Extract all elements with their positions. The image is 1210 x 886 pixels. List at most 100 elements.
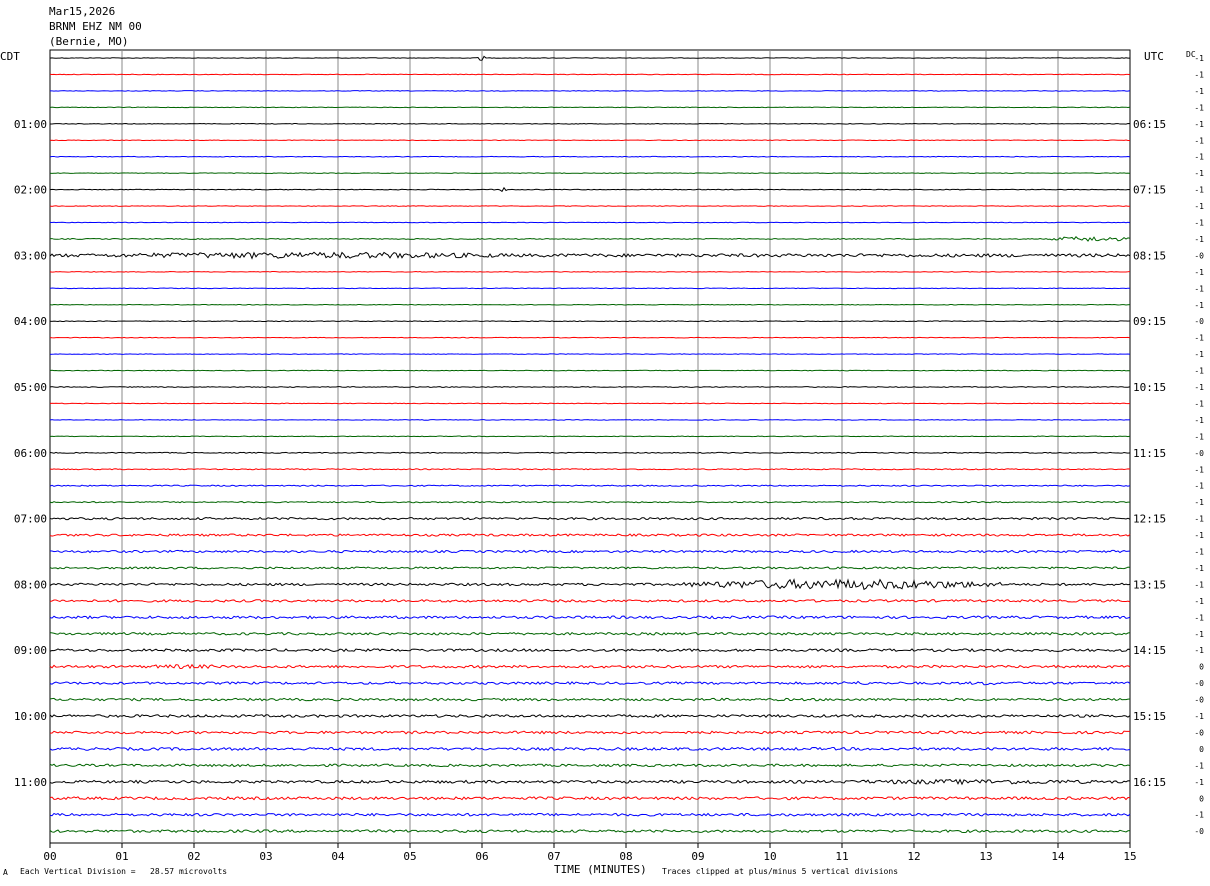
seismic-trace: [49, 251, 1131, 260]
cdt-hour-label: 05:00: [14, 381, 47, 394]
cdt-axis-label: CDT: [0, 50, 20, 63]
dc-offset-value: -0: [1194, 317, 1204, 326]
dc-offset-value: -1: [1194, 383, 1204, 392]
utc-hour-labels: 06:15 07:15 08:15 09:15 10:15 11:15 12:15 13:15…: [1133, 118, 1166, 789]
dc-offset-value: -1: [1194, 54, 1204, 63]
cdt-hour-label: 11:00: [14, 776, 47, 789]
seismic-trace: [49, 172, 1131, 174]
dc-offset-value: 0: [1199, 745, 1204, 754]
cdt-hour-label: 01:00: [14, 118, 47, 131]
dc-offset-value: -1: [1194, 465, 1204, 474]
seismic-trace: [49, 697, 1131, 702]
utc-hour-label: 16:15: [1133, 776, 1166, 789]
dc-offset-value: -1: [1194, 235, 1204, 244]
utc-hour-label: 09:15: [1133, 315, 1166, 328]
seismic-trace: [49, 714, 1131, 719]
dc-offset-value: -1: [1194, 761, 1204, 770]
x-axis-title: TIME (MINUTES): [554, 863, 647, 876]
dc-offset-value: -1: [1194, 169, 1204, 178]
seismic-trace: [49, 419, 1131, 421]
cdt-hour-label: 10:00: [14, 710, 47, 723]
dc-offset-value: -1: [1194, 515, 1204, 524]
x-tick-label: 05: [403, 850, 416, 863]
cdt-hour-label: 09:00: [14, 644, 47, 657]
utc-hour-label: 06:15: [1133, 118, 1166, 131]
cdt-hour-labels: 01:00 02:00 03:00 04:00 05:00 06:00 07:00 08:00…: [14, 118, 47, 789]
x-tick-label: 06: [475, 850, 488, 863]
seismic-trace: [49, 648, 1131, 653]
seismic-trace: [49, 566, 1131, 570]
corner-mark: A: [3, 868, 8, 877]
dc-offset-value: -1: [1194, 202, 1204, 211]
seismic-trace: [49, 205, 1131, 207]
dc-offset-value: -0: [1194, 449, 1204, 458]
seismic-trace: [49, 598, 1131, 603]
dc-offset-value: -1: [1194, 531, 1204, 540]
dc-offset-value: -1: [1194, 548, 1204, 557]
seismic-trace: [49, 468, 1131, 471]
dc-offset-value: -1: [1194, 498, 1204, 507]
seismic-trace: [49, 369, 1131, 372]
utc-hour-label: 11:15: [1133, 447, 1166, 460]
seismic-trace: [49, 763, 1131, 768]
dc-offset-value: -1: [1194, 268, 1204, 277]
seismic-trace: [49, 236, 1131, 242]
dc-offset-value: -1: [1194, 120, 1204, 129]
dc-offset-value: -1: [1194, 630, 1204, 639]
cdt-hour-label: 04:00: [14, 315, 47, 328]
seismic-trace: [49, 663, 1131, 670]
dc-label: DC: [1186, 50, 1196, 59]
seismic-trace: [49, 829, 1131, 834]
utc-hour-label: 14:15: [1133, 644, 1166, 657]
seismic-trace: [49, 778, 1131, 786]
dc-offset-value: -1: [1194, 367, 1204, 376]
seismic-trace: [49, 484, 1131, 487]
cdt-hour-label: 06:00: [14, 447, 47, 460]
utc-hour-label: 10:15: [1133, 381, 1166, 394]
x-tick-label: 08: [619, 850, 632, 863]
seismic-trace: [49, 55, 1131, 61]
x-axis-ticks: 00 01 02 03 04 05 06 07 08 09 10 11 12 13 14 15: [43, 843, 1137, 863]
x-tick-label: 13: [979, 850, 992, 863]
dc-offset-value: -1: [1194, 334, 1204, 343]
seismic-trace: [49, 106, 1131, 109]
x-tick-label: 11: [835, 850, 848, 863]
seismic-trace: [49, 303, 1131, 306]
seismic-trace: [49, 320, 1131, 323]
dc-offset-value: -1: [1194, 70, 1204, 79]
dc-offset-value: -1: [1194, 564, 1204, 573]
x-tick-label: 00: [43, 850, 56, 863]
seismic-trace: [49, 435, 1131, 438]
seismic-trace: [49, 796, 1131, 801]
dc-offset-value: -1: [1194, 580, 1204, 589]
seismic-trace: [49, 680, 1131, 686]
dc-offset-value: -1: [1194, 186, 1204, 195]
seismic-trace: [49, 578, 1131, 591]
dc-offset-value: -1: [1194, 219, 1204, 228]
dc-offset-value: -0: [1194, 728, 1204, 737]
scale-note: Each Vertical Division = 28.57 microvolt…: [20, 867, 228, 876]
utc-hour-label: 08:15: [1133, 249, 1166, 262]
x-tick-label: 04: [331, 850, 345, 863]
seismic-trace: [49, 139, 1131, 142]
dc-offset-value: 0: [1199, 663, 1204, 672]
dc-offset-value: -1: [1194, 301, 1204, 310]
dc-offset-value: -1: [1194, 811, 1204, 820]
x-tick-label: 02: [187, 850, 200, 863]
seismic-trace: [49, 631, 1131, 636]
minute-grid: [49, 49, 1131, 844]
seismic-trace: [49, 746, 1131, 752]
station-location: (Bernie, MO): [49, 35, 129, 48]
clip-note: Traces clipped at plus/minus 5 vertical …: [662, 867, 899, 876]
seismic-trace: [49, 516, 1131, 521]
seismic-trace: [49, 73, 1131, 76]
seismic-trace: [49, 353, 1131, 355]
seismic-trace: [49, 90, 1131, 92]
utc-hour-label: 13:15: [1133, 578, 1166, 591]
seismic-trace: [49, 615, 1131, 620]
dc-offset-value: -1: [1194, 284, 1204, 293]
dc-offset-value: -1: [1194, 153, 1204, 162]
seismic-trace: [49, 402, 1131, 405]
seismic-trace: [49, 501, 1131, 504]
